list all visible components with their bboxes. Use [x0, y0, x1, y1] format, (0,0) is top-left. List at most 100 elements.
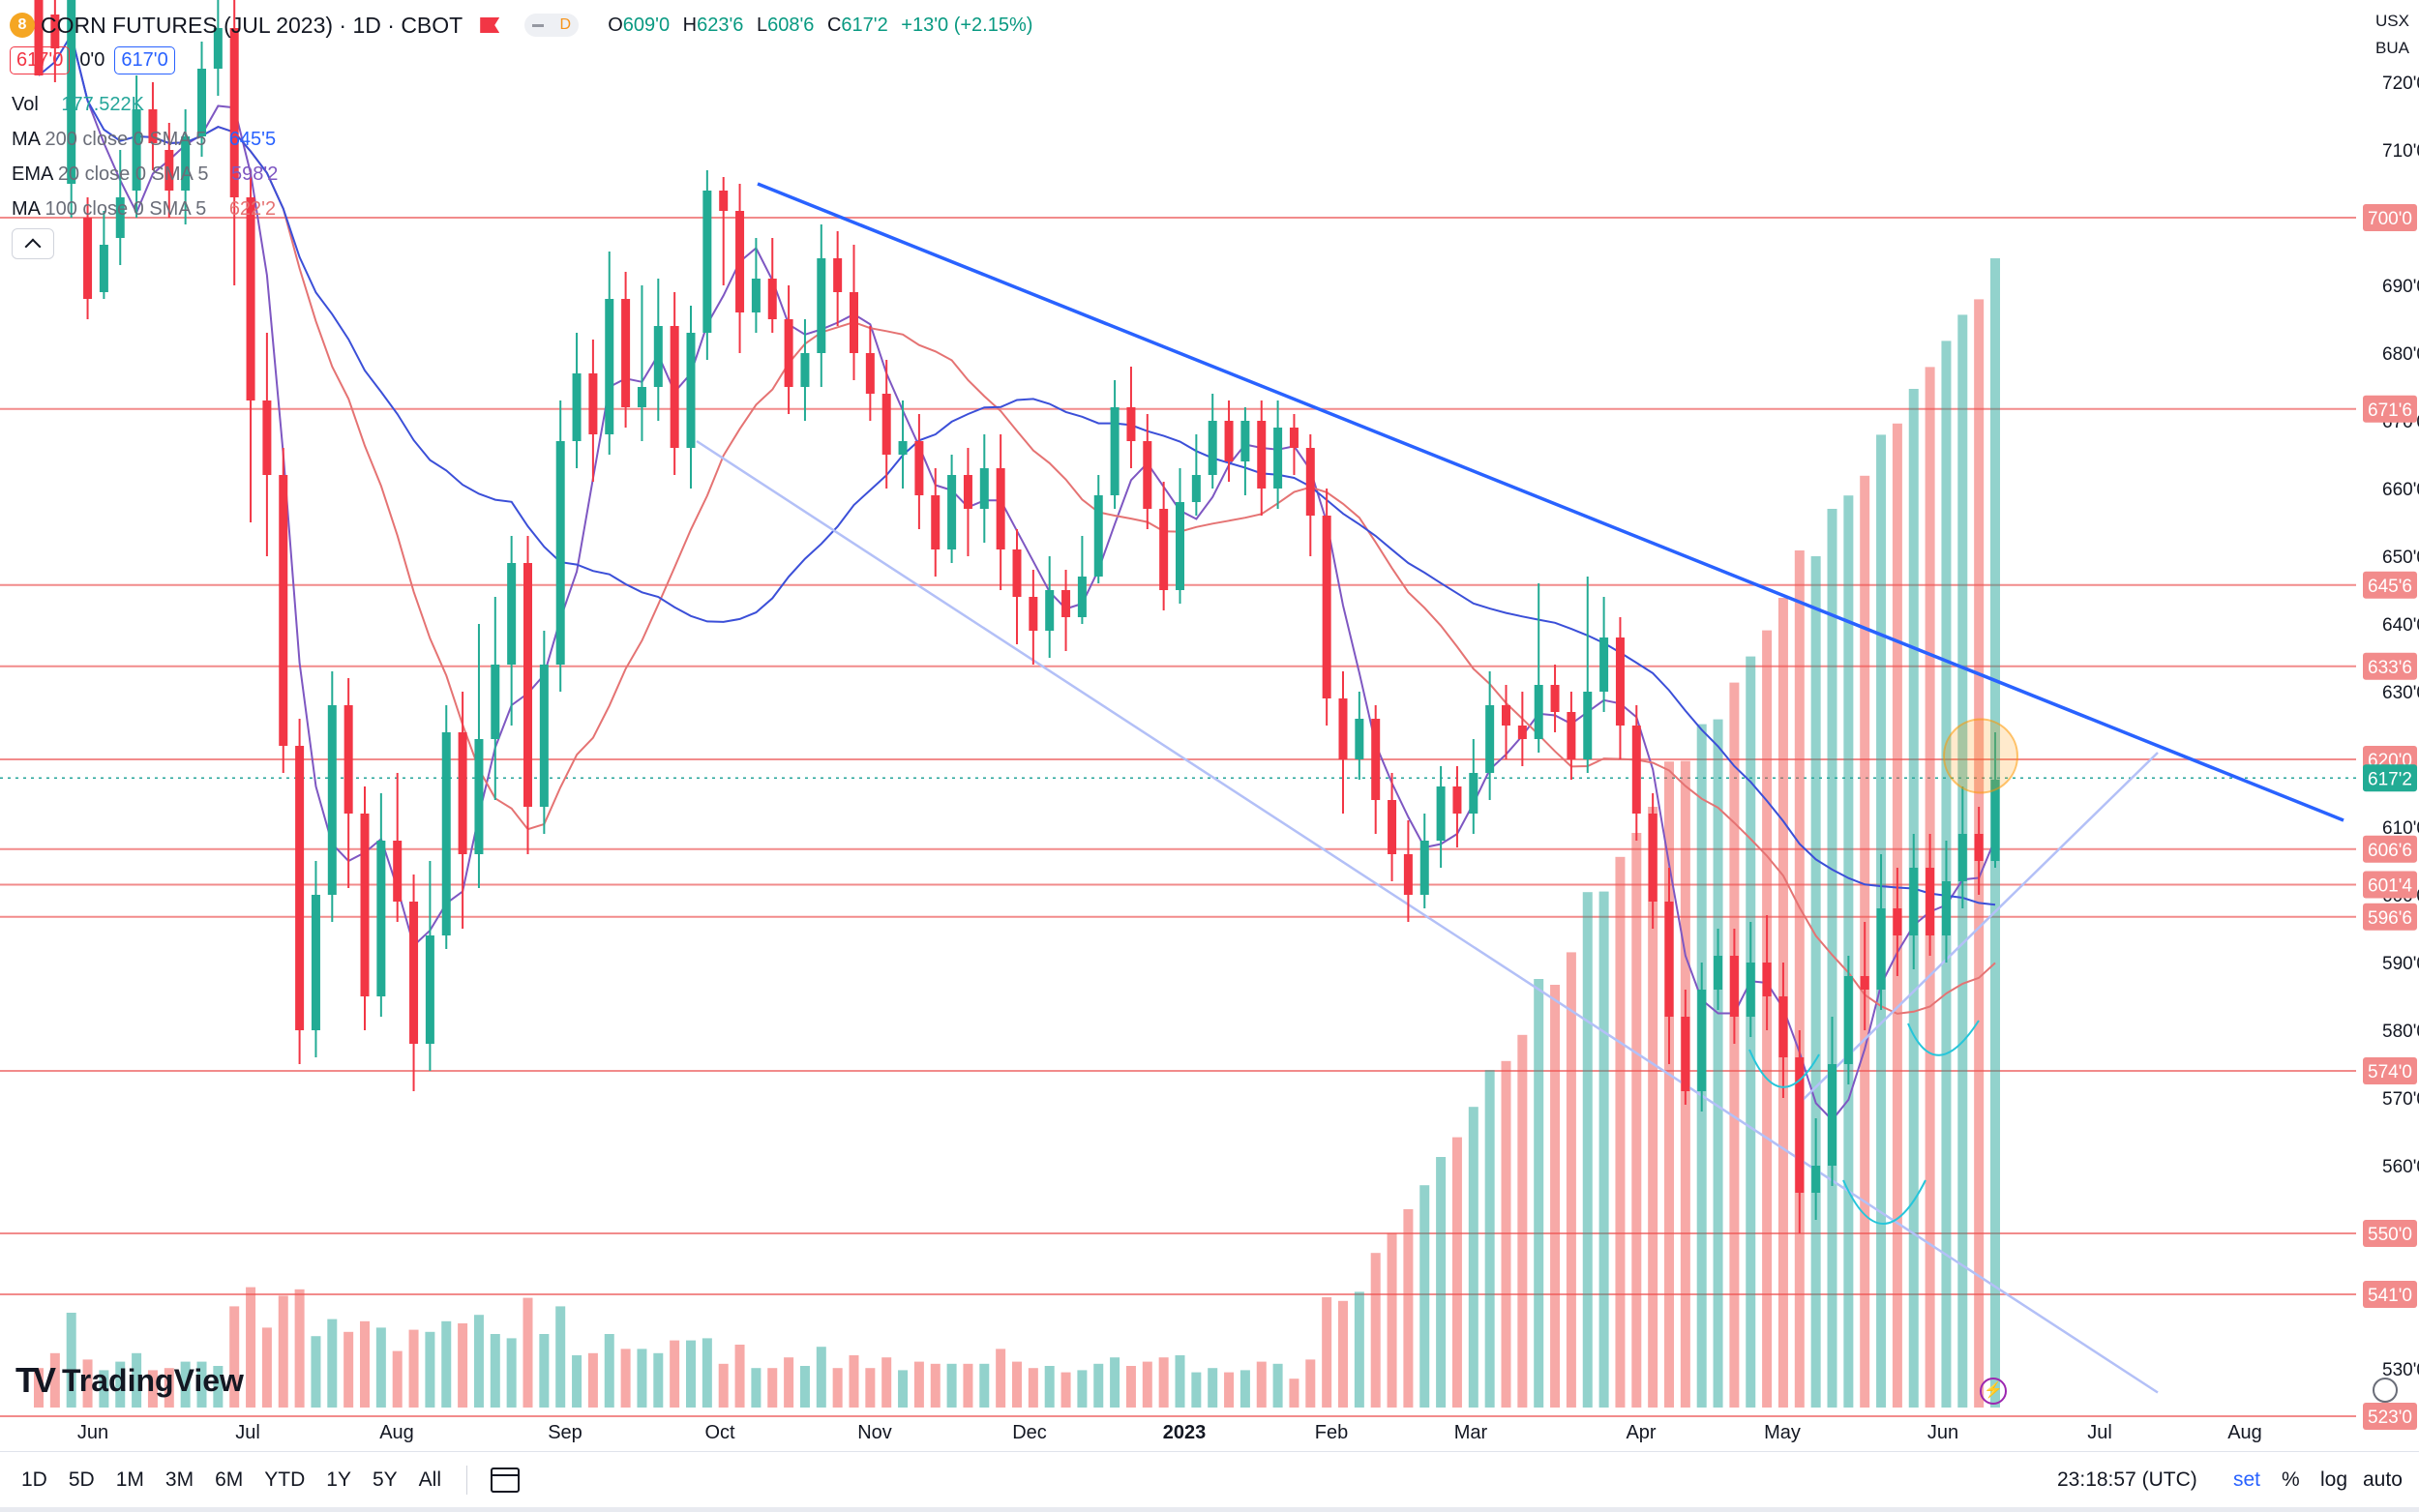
sell-button[interactable]: 617'0: [10, 46, 71, 74]
volume-bar: [392, 1350, 403, 1408]
tradingview-wordmark: TradingView: [62, 1362, 244, 1398]
volume-bar: [1419, 1185, 1430, 1408]
axis-settings-icon[interactable]: [2373, 1378, 2398, 1403]
volume-bar: [1598, 891, 1609, 1408]
price-axis[interactable]: 720'0710'0690'0680'0670'0660'0650'0640'0…: [2363, 74, 2419, 1430]
price-chart[interactable]: Jun Jul Aug Sep Oct Nov Dec 2023 Feb Mar Apr May Jun…: [0, 0, 2419, 1451]
time-axis-label: Mar: [1454, 1422, 1488, 1443]
lightning-icon[interactable]: ⚡: [1980, 1378, 2007, 1405]
percent-scale-toggle[interactable]: %: [2282, 1468, 2300, 1491]
volume-bar: [506, 1338, 517, 1408]
volume-bar: [996, 1349, 1006, 1408]
volume-bar: [1322, 1297, 1332, 1408]
indicator-ma200[interactable]: MA 200 close 0 SMA 5 645'5: [12, 122, 278, 157]
time-axis-label: Oct: [704, 1422, 735, 1443]
range-5d[interactable]: 5D: [68, 1468, 95, 1491]
price-axis-tick: 630'0: [2382, 683, 2419, 703]
candle-body: [637, 387, 646, 407]
price-axis-tick: 590'0: [2382, 954, 2419, 974]
candle-body: [670, 326, 679, 448]
volume-bar: [375, 1327, 386, 1408]
volume-bar: [686, 1340, 696, 1408]
price-axis-tick: 530'0: [2382, 1360, 2419, 1380]
candle-body: [1599, 637, 1609, 692]
volume-bar: [213, 1366, 224, 1408]
candle-body: [1681, 1017, 1690, 1091]
candle-body: [963, 475, 972, 509]
candle-body: [425, 935, 434, 1044]
time-axis[interactable]: Jun Jul Aug Sep Oct Nov Dec 2023 Feb Mar Apr May Jun…: [77, 1422, 2262, 1443]
price-level-badge: [2363, 571, 2417, 599]
flag-icon[interactable]: [480, 17, 500, 33]
indicator-value: 598'2: [231, 163, 279, 185]
volume-bar: [620, 1349, 631, 1408]
volume-bar: [1387, 1232, 1397, 1408]
collapse-legend-button[interactable]: [12, 228, 54, 259]
data-mode-pill[interactable]: D: [524, 14, 580, 37]
open-value: 609'0: [622, 14, 671, 36]
volume-bar: [229, 1306, 240, 1408]
price-level-badge: [2363, 903, 2417, 931]
range-1m[interactable]: 1M: [115, 1468, 144, 1491]
time-axis-label: 2023: [1163, 1422, 1207, 1443]
clock-time[interactable]: 23:18:57 (UTC): [2057, 1468, 2197, 1491]
currency-label[interactable]: USX: [2375, 12, 2409, 30]
time-axis-label: Aug: [2227, 1422, 2262, 1443]
volume-bar: [441, 1320, 452, 1408]
volume-bar: [1142, 1361, 1152, 1408]
cup-arc: [1907, 1020, 1980, 1056]
candle-body: [850, 292, 858, 353]
range-1y[interactable]: 1Y: [326, 1468, 351, 1491]
candle-body: [1452, 786, 1462, 814]
candle-body: [555, 441, 565, 665]
range-5y[interactable]: 5Y: [372, 1468, 398, 1491]
log-scale-toggle[interactable]: log: [2320, 1468, 2348, 1491]
volume-bar: [1550, 985, 1561, 1408]
candle-body: [1926, 868, 1935, 935]
range-6m[interactable]: 6M: [215, 1468, 244, 1491]
close-value: 617'2: [841, 14, 888, 36]
range-all[interactable]: All: [418, 1468, 441, 1491]
low-value: 608'6: [767, 14, 815, 36]
volume-bar: [653, 1352, 664, 1408]
candle-body: [1631, 726, 1641, 814]
volume-bar: [327, 1319, 338, 1408]
range-ytd[interactable]: YTD: [264, 1468, 306, 1491]
volume-bar: [132, 1352, 142, 1408]
candle-body: [784, 319, 793, 387]
auto-scale-toggle[interactable]: auto: [2363, 1468, 2403, 1491]
range-1d[interactable]: 1D: [21, 1468, 47, 1491]
unit-label[interactable]: BUA: [2375, 39, 2409, 57]
indicator-ema20[interactable]: EMA 20 close 0 SMA 5 598'2: [12, 157, 278, 192]
volume-bar: [1256, 1361, 1267, 1408]
candle-body: [572, 373, 582, 441]
candle-body: [491, 665, 500, 739]
volume-bar: [1338, 1300, 1348, 1408]
volume-bar: [1615, 856, 1626, 1408]
candle-body: [115, 197, 125, 238]
buy-button[interactable]: 617'0: [114, 46, 175, 74]
candle-body: [409, 902, 419, 1044]
currency-unit[interactable]: USX BUA: [2375, 8, 2409, 62]
candle-body: [1843, 976, 1853, 1064]
volume-bar: [751, 1368, 762, 1408]
candle-body: [605, 299, 614, 434]
indicator-label: EMA: [12, 163, 53, 185]
indicator-ma100[interactable]: MA 100 close 0 SMA 5 622'2: [12, 192, 278, 226]
candle-body: [523, 563, 532, 807]
candle-body: [1338, 698, 1348, 759]
drawings: [1748, 718, 2018, 1225]
session-toggle[interactable]: set: [2233, 1468, 2261, 1491]
calendar-icon[interactable]: [491, 1468, 520, 1493]
price-level-badge: [2363, 1281, 2417, 1308]
trend-lines[interactable]: [696, 182, 2344, 1394]
candle-body: [246, 197, 255, 400]
time-axis-label: Jul: [235, 1422, 260, 1443]
price-level-badge: [2363, 1403, 2417, 1430]
tradingview-logo[interactable]: TV TradingView: [15, 1360, 244, 1401]
indicator-vol[interactable]: Vol 177.522K: [12, 87, 278, 122]
range-3m[interactable]: 3M: [164, 1468, 194, 1491]
symbol-title[interactable]: CORN FUTURES (JUL 2023) · 1D · CBOT: [41, 12, 463, 38]
candle-body: [735, 211, 745, 312]
candle-body: [507, 563, 517, 665]
